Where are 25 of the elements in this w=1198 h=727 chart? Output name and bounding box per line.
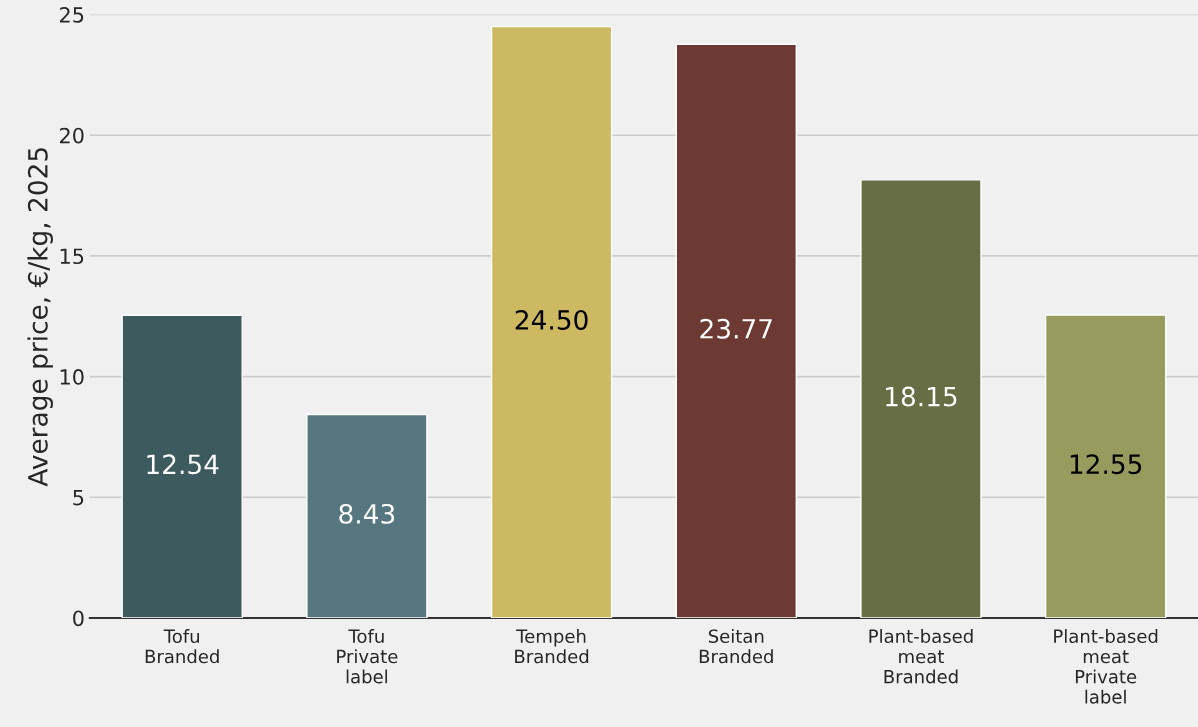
data-label: 23.77 — [700, 318, 772, 339]
data-label: 12.55 — [1070, 454, 1142, 475]
y-tick-label: 25 — [60, 6, 84, 23]
bar — [306, 413, 428, 618]
bar — [490, 25, 613, 618]
y-tick-label: 15 — [60, 248, 84, 265]
bar — [121, 314, 243, 618]
y-tick-label: 20 — [60, 127, 84, 144]
bar — [860, 179, 982, 618]
x-tick-label: Tempeh Branded — [515, 629, 589, 664]
y-tick-label: 0 — [73, 610, 84, 627]
bar — [1044, 314, 1167, 618]
x-tick-label: Plant-based meat Private label — [1054, 629, 1158, 704]
data-label: 12.54 — [147, 454, 219, 475]
bar — [675, 43, 797, 618]
y-tick-label: 5 — [73, 489, 84, 506]
data-label: 8.43 — [339, 503, 395, 524]
x-tick-label: Tofu Private label — [337, 629, 398, 684]
data-label: 18.15 — [886, 386, 957, 407]
data-label: 24.50 — [515, 309, 588, 330]
x-tick-label: Seitan Branded — [699, 629, 773, 664]
y-axis-title: Average price, €/kg, 2025 — [27, 148, 53, 487]
x-tick-label: Tofu Branded — [145, 629, 219, 664]
y-tick-label: 10 — [60, 369, 84, 385]
x-tick-label: Plant-based meat Branded — [869, 629, 973, 684]
